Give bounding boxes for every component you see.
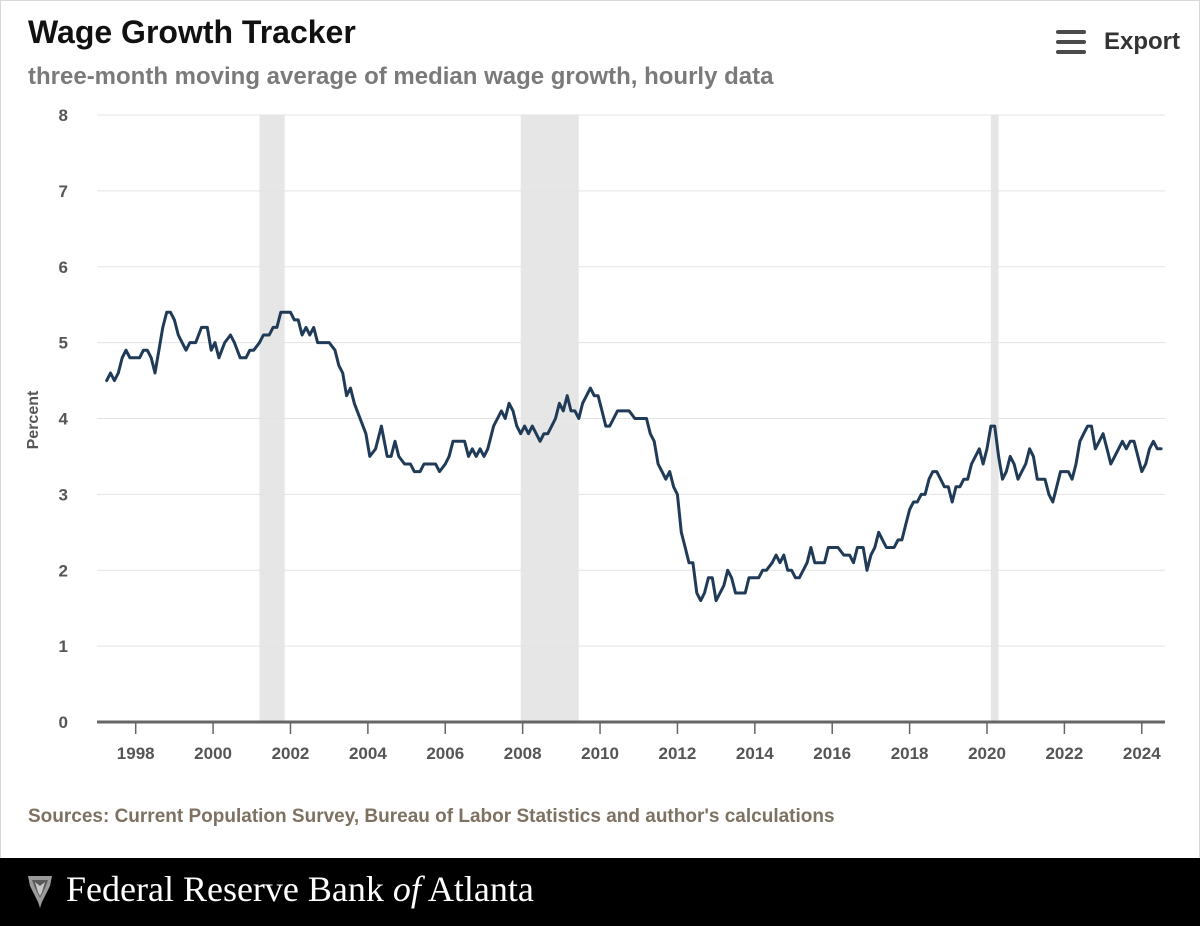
x-tick-label: 2018: [891, 744, 929, 763]
y-tick-label: 5: [59, 334, 68, 353]
x-tick-label: 2008: [504, 744, 542, 763]
x-tick-label: 2014: [736, 744, 774, 763]
line-chart: 0 1 2 3 4 5 6 7 8 1998 2000 2002 2004 2006 2008 2010 20…: [25, 106, 1165, 763]
y-tick-label: 3: [59, 485, 68, 504]
footer-name-part3: Atlanta: [420, 869, 534, 909]
eagle-seal-icon: [28, 876, 52, 908]
source-note: Sources: Current Population Survey, Bure…: [28, 806, 835, 827]
x-tick-label: 1998: [117, 744, 155, 763]
gridlines: [97, 114, 1165, 724]
y-tick-label: 4: [59, 410, 69, 429]
menu-icon: [1055, 30, 1086, 54]
export-label: Export: [1103, 28, 1180, 55]
x-tick-label: 2010: [581, 744, 619, 763]
x-tick-label: 2022: [1045, 744, 1083, 763]
export-button[interactable]: Export: [1055, 28, 1180, 56]
chart-title: Wage Growth Tracker: [28, 14, 356, 50]
x-tick-label: 2004: [349, 744, 387, 763]
x-tick-label: 2006: [426, 744, 464, 763]
chart-subtitle: three-month moving average of median wag…: [28, 63, 774, 90]
y-tick-label: 6: [59, 258, 68, 277]
x-axis-ticks: 1998 2000 2002 2004 2006 2008 2010 2012 2014 2016…: [117, 722, 1161, 763]
footer-name-part1: Federal Reserve Bank: [66, 869, 393, 909]
y-tick-label: 2: [59, 561, 68, 580]
x-tick-label: 2002: [272, 744, 310, 763]
y-tick-label: 0: [59, 713, 68, 732]
y-axis-label: Percent: [25, 390, 42, 449]
x-tick-label: 2012: [659, 744, 697, 763]
y-tick-label: 7: [59, 182, 68, 201]
x-tick-label: 2000: [194, 744, 232, 763]
y-axis-ticks: 0 1 2 3 4 5 6 7 8: [59, 106, 69, 732]
y-tick-label: 1: [59, 637, 68, 656]
y-tick-label: 8: [59, 106, 68, 125]
series-line: [105, 310, 1163, 603]
x-tick-label: 2020: [968, 744, 1006, 763]
x-tick-label: 2024: [1123, 744, 1161, 763]
x-tick-label: 2016: [813, 744, 851, 763]
series-lines: [105, 310, 1163, 603]
footer-bar: Federal Reserve Bank of Atlanta: [0, 858, 1200, 926]
footer-org-name: Federal Reserve Bank of Atlanta: [66, 868, 534, 910]
footer-name-part2: of: [392, 869, 421, 909]
